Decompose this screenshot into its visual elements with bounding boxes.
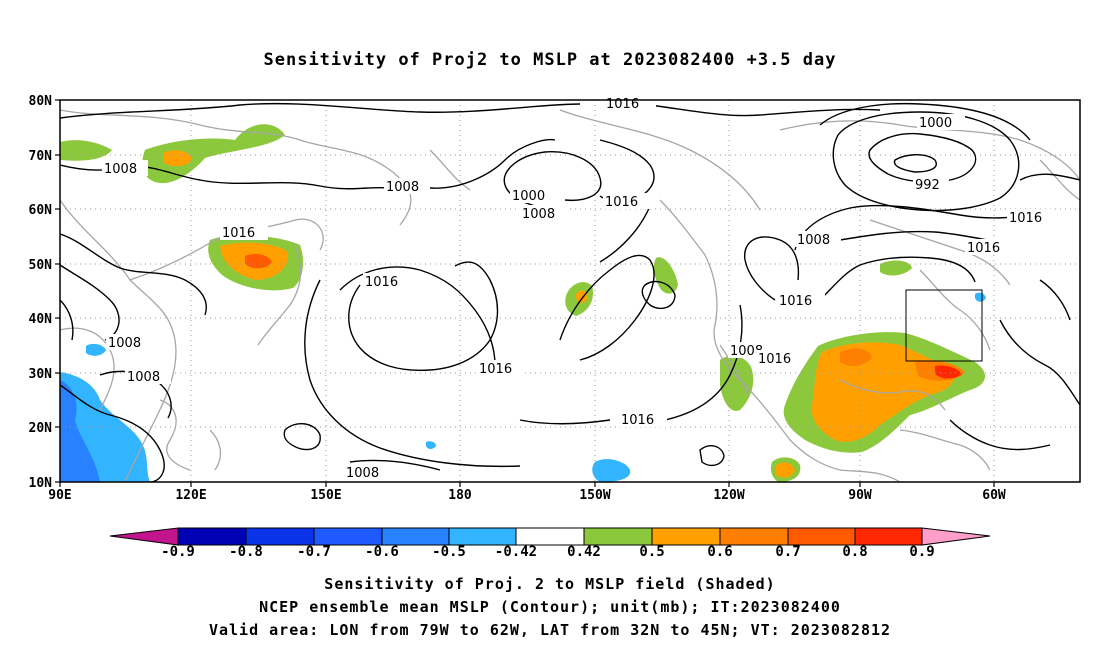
colorbar-swatch xyxy=(719,527,789,546)
positive-area-northeast-pacific xyxy=(653,257,678,294)
lon-label: 120W xyxy=(713,488,744,503)
caption-line-3: Valid area: LON from 79W to 62W, LAT fro… xyxy=(208,621,892,639)
caption-line-1: Sensitivity of Proj. 2 to MSLP field (Sh… xyxy=(324,575,776,593)
lon-label: 90W xyxy=(848,488,872,503)
positive-area-hudson xyxy=(880,260,912,276)
colorbar-swatch xyxy=(921,527,991,546)
lat-label: 30N xyxy=(29,367,53,382)
colorbar-label: 0.7 xyxy=(775,544,801,560)
lat-label: 20N xyxy=(29,421,53,436)
contour-label: 1008 xyxy=(797,233,830,248)
colorbar-label: 0.42 xyxy=(567,544,601,560)
positive-peak-east-asia xyxy=(245,254,272,269)
lat-label: 70N xyxy=(29,149,53,164)
positive-peak-atlantic xyxy=(935,365,962,379)
colorbar-swatch xyxy=(177,527,247,546)
colorbar-label: -0.42 xyxy=(494,544,538,560)
contour-label: 1016 xyxy=(758,352,791,367)
lat-label: 10N xyxy=(29,476,53,491)
valid-area-box xyxy=(905,289,983,362)
map-frame xyxy=(59,99,1081,483)
colorbar-label: -0.5 xyxy=(432,544,466,560)
negative-core-southeast-asia xyxy=(60,380,100,482)
colorbar-swatch xyxy=(515,527,585,546)
contour-label: 1016 xyxy=(967,241,1000,256)
contour-label: 1016 xyxy=(479,362,512,377)
contour-label: 1000 xyxy=(512,189,545,204)
contour-label: 1008 xyxy=(127,370,160,385)
colorbar-swatch xyxy=(381,527,450,546)
contour-label: 1000 xyxy=(919,116,952,131)
contour-label: 1008 xyxy=(104,162,137,177)
contour-label: 1008 xyxy=(386,180,419,195)
contour-label: 1016 xyxy=(365,275,398,290)
positive-strong-gulf xyxy=(840,348,872,367)
latitude-labels: 80N 70N 60N 50N 40N 30N 20N 10N xyxy=(29,94,53,491)
colorbar xyxy=(109,527,991,546)
negative-spot-pacific xyxy=(426,441,436,449)
contour-label: 1008 xyxy=(108,336,141,351)
lon-label: 120E xyxy=(175,488,206,503)
colorbar-swatch xyxy=(313,527,383,546)
contour-label: 1008 xyxy=(730,344,763,359)
lat-label: 50N xyxy=(29,258,53,273)
colorbar-swatch xyxy=(109,527,179,546)
colorbar-label: -0.6 xyxy=(365,544,399,560)
contour-label: 1008 xyxy=(346,466,379,481)
positive-area-baja xyxy=(720,355,754,411)
colorbar-label: 0.5 xyxy=(639,544,665,560)
colorbar-swatch xyxy=(448,527,517,546)
negative-spot-atlantic xyxy=(975,292,986,302)
lon-label: 180 xyxy=(448,488,472,503)
colorbar-swatch xyxy=(245,527,315,546)
colorbar-labels: -0.9 -0.8 -0.7 -0.6 -0.5 -0.42 0.42 0.5 … xyxy=(0,544,1100,564)
contour-label: 1016 xyxy=(779,294,812,309)
contour-label: 1016 xyxy=(621,413,654,428)
contour-label: 992 xyxy=(915,178,940,193)
axis-ticks xyxy=(55,99,995,487)
positive-area-siberia xyxy=(142,124,285,184)
contour-label: 1016 xyxy=(1009,211,1042,226)
positive-core-central-america xyxy=(776,462,795,478)
colorbar-label: 0.8 xyxy=(842,544,868,560)
caption-line-2: NCEP ensemble mean MSLP (Contour); unit(… xyxy=(259,598,841,616)
colorbar-swatch xyxy=(651,527,721,546)
colorbar-label: -0.8 xyxy=(229,544,263,560)
lon-label: 150E xyxy=(310,488,341,503)
colorbar-label: -0.7 xyxy=(297,544,331,560)
positive-core-siberia xyxy=(163,150,192,167)
lat-label: 40N xyxy=(29,312,53,327)
lat-label: 60N xyxy=(29,203,53,218)
sensitivity-shading xyxy=(60,124,986,482)
contour-label: 1016 xyxy=(605,195,638,210)
lon-label: 60W xyxy=(982,488,1006,503)
colorbar-label: 0.9 xyxy=(909,544,935,560)
contour-label: 1008 xyxy=(522,207,555,222)
positive-area-greenland xyxy=(60,140,112,161)
negative-area-north-pacific xyxy=(592,459,631,482)
lon-label: 150W xyxy=(579,488,610,503)
chart-title: Sensitivity of Proj2 to MSLP at 20230824… xyxy=(263,50,837,70)
lon-label: 90E xyxy=(48,488,71,503)
colorbar-swatch xyxy=(583,527,653,546)
lat-label: 80N xyxy=(29,94,53,109)
colorbar-swatch xyxy=(854,527,923,546)
longitude-labels: 90E 120E 150E 180 150W 120W 90W 60W xyxy=(48,488,1006,503)
contour-label: 1016 xyxy=(222,226,255,241)
negative-spot-china xyxy=(86,343,106,356)
colorbar-swatch xyxy=(787,527,856,546)
colorbar-label: -0.9 xyxy=(161,544,195,560)
colorbar-label: 0.6 xyxy=(707,544,733,560)
